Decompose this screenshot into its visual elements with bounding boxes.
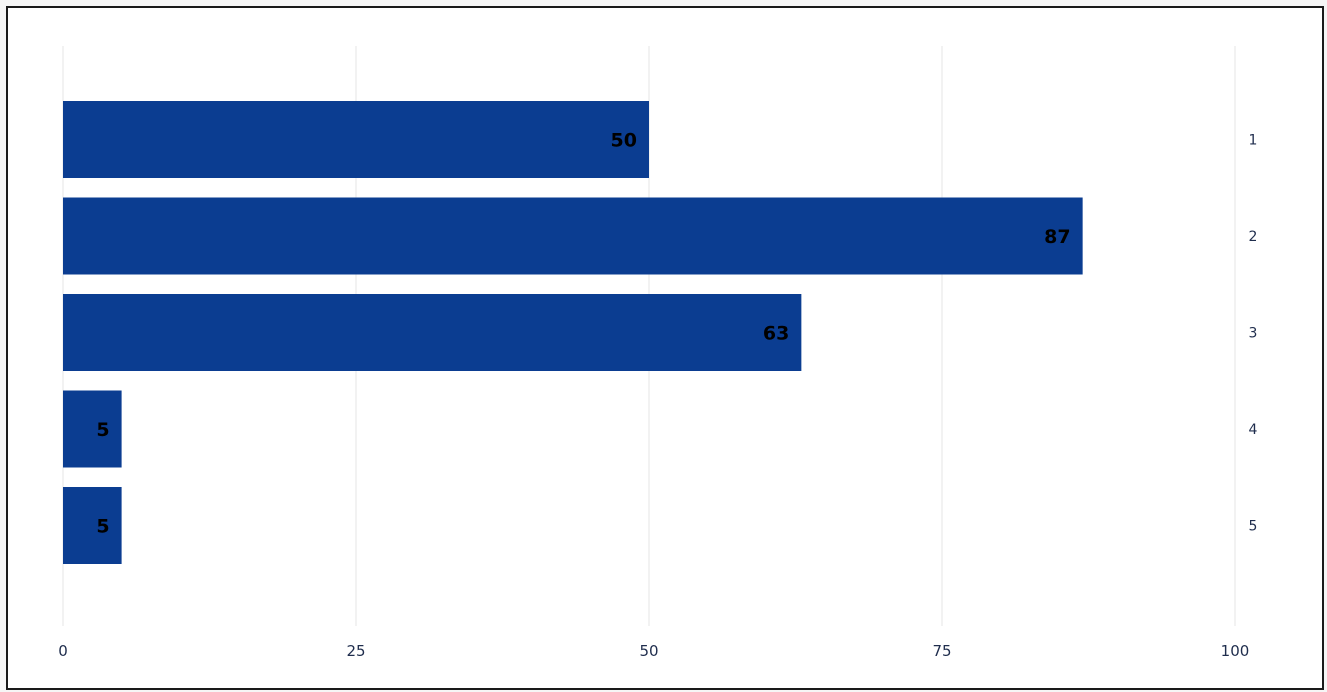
bar	[63, 197, 1083, 275]
bar-value-label: 5	[96, 516, 109, 538]
bars	[63, 101, 1083, 564]
category-label: 4	[1249, 422, 1258, 438]
category-label: 1	[1249, 133, 1258, 149]
category-label: 5	[1249, 519, 1258, 535]
x-axis-ticks: 0 25 50 75 100	[58, 642, 1249, 660]
x-tick-label: 75	[932, 642, 951, 660]
chart-frame: 50 87 63 5 5 0 25 50 75 100 1 2 3 4 5	[6, 6, 1324, 690]
bar-value-label: 5	[96, 419, 109, 441]
bar	[63, 101, 649, 178]
value-labels: 50 87 63 5 5	[96, 130, 1070, 538]
bar-chart: 50 87 63 5 5 0 25 50 75 100 1 2 3 4 5	[58, 46, 1258, 660]
category-label: 2	[1249, 229, 1258, 245]
x-tick-label: 25	[346, 642, 365, 660]
category-labels: 1 2 3 4 5	[1249, 133, 1258, 535]
category-label: 3	[1249, 326, 1258, 342]
bar-value-label: 87	[1044, 226, 1070, 248]
bar-value-label: 63	[763, 323, 789, 345]
x-tick-label: 50	[639, 642, 658, 660]
bar	[63, 487, 122, 564]
bar	[63, 390, 122, 468]
x-tick-label: 0	[58, 642, 68, 660]
x-tick-label: 100	[1221, 642, 1250, 660]
bar-value-label: 50	[611, 130, 637, 152]
bar	[63, 294, 802, 371]
